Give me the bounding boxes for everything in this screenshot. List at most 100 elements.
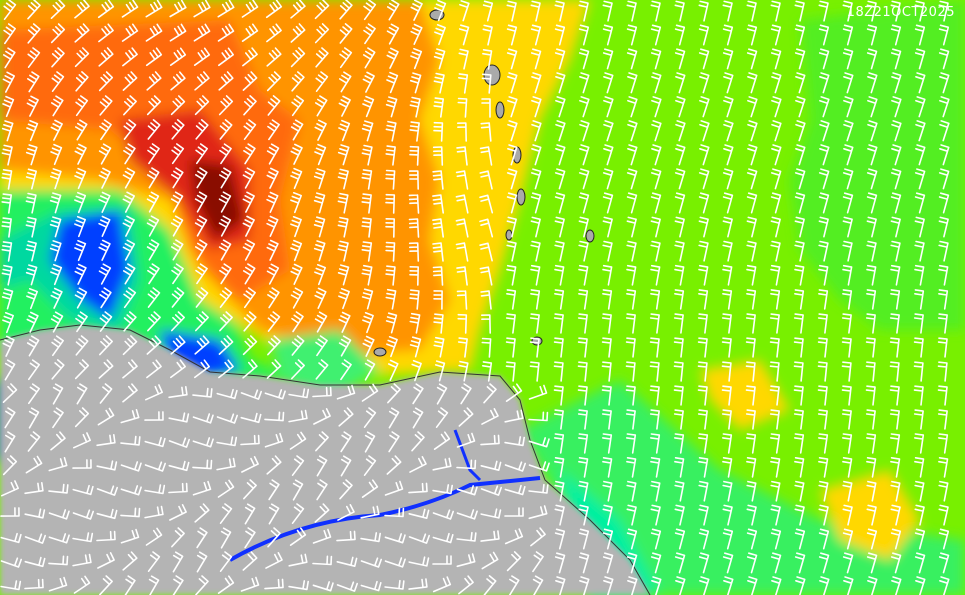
wind-barb	[480, 122, 492, 142]
wind-barb	[819, 576, 830, 595]
wind-barb	[168, 460, 190, 472]
wind-barb	[290, 239, 303, 262]
wind-barb	[674, 192, 686, 214]
wind-barb	[937, 337, 948, 358]
wind-barb	[938, 240, 949, 262]
wind-barb	[531, 120, 542, 142]
wind-barb	[914, 480, 925, 502]
wind-barb	[890, 552, 902, 574]
wind-barb	[25, 455, 43, 474]
wind-barb	[25, 144, 38, 166]
wind-barb	[937, 409, 948, 430]
wind-barb	[288, 409, 308, 423]
wind-barb	[386, 455, 402, 475]
wind-barb	[746, 48, 758, 70]
wind-barb	[578, 0, 589, 22]
wind-barb	[99, 383, 113, 404]
wind-barb	[651, 576, 662, 595]
wind-barb	[123, 311, 137, 332]
wind-barb	[914, 0, 925, 22]
wind-barb	[673, 385, 684, 406]
wind-barb	[2, 312, 14, 334]
wind-barb	[602, 216, 613, 238]
wind-barb	[25, 168, 37, 190]
wind-barb	[482, 361, 493, 382]
wind-barb	[818, 240, 829, 262]
wind-barb	[746, 457, 757, 478]
wind-barb	[889, 385, 900, 406]
wind-barb	[74, 47, 90, 68]
wind-barb	[26, 119, 39, 142]
wind-barb	[937, 361, 948, 382]
wind-barb	[336, 581, 358, 592]
wind-barb	[193, 47, 211, 66]
wind-barb	[890, 48, 902, 70]
wind-barb	[769, 409, 780, 430]
wind-barb	[122, 239, 136, 261]
wind-barb	[795, 96, 806, 118]
wind-barb	[385, 193, 396, 214]
wind-barb	[818, 552, 830, 574]
wind-barb	[554, 433, 565, 454]
wind-barb	[290, 216, 302, 238]
wind-barb	[843, 120, 854, 142]
wind-barb	[266, 71, 282, 92]
wind-barb	[51, 71, 65, 92]
wind-barb	[697, 313, 708, 334]
wind-barb	[123, 143, 136, 165]
wind-barb	[194, 335, 210, 355]
wind-barb	[819, 96, 830, 118]
wind-barb	[290, 119, 304, 141]
wind-barb	[456, 146, 468, 166]
wind-barb	[218, 71, 234, 91]
wind-barb	[554, 192, 566, 214]
wind-barb	[74, 143, 87, 165]
wind-barb	[842, 433, 853, 454]
wind-barb	[409, 312, 421, 334]
wind-barb	[147, 143, 160, 165]
wind-barb	[122, 47, 138, 67]
wind-barb	[316, 455, 328, 477]
wind-barb	[243, 479, 257, 500]
wind-barb	[890, 480, 901, 502]
wind-barb	[794, 552, 806, 574]
wind-barb	[146, 71, 162, 91]
wind-barb	[651, 144, 662, 166]
wind-barb	[264, 432, 284, 448]
wind-barb	[170, 359, 186, 379]
wind-barb	[697, 337, 708, 358]
wind-barb	[408, 508, 430, 519]
wind-barb	[675, 120, 686, 142]
wind-barb	[555, 576, 566, 595]
wind-barb	[698, 457, 709, 478]
wind-barb	[819, 72, 830, 94]
wind-barb	[385, 241, 396, 262]
wind-barb	[506, 216, 517, 238]
wind-barb	[50, 23, 66, 44]
wind-barb	[842, 504, 853, 526]
wind-barb	[386, 23, 400, 45]
wind-barb	[409, 336, 422, 358]
wind-barb	[193, 0, 211, 18]
wind-barb	[265, 0, 283, 19]
wind-barb	[456, 266, 468, 286]
wind-barb	[506, 168, 518, 190]
wind-barb	[530, 192, 542, 214]
wind-barb	[603, 72, 614, 94]
wind-barb	[460, 383, 472, 405]
wind-barb	[793, 361, 804, 382]
wind-barb	[48, 483, 69, 494]
wind-barb	[507, 144, 518, 166]
wind-barb	[456, 459, 477, 470]
wind-barb	[723, 96, 734, 118]
wind-barb	[528, 461, 550, 472]
wind-barb	[387, 383, 401, 404]
wind-barb	[361, 193, 372, 214]
wind-barb	[315, 431, 329, 452]
wind-barb	[122, 215, 135, 237]
wind-barb	[121, 23, 139, 42]
wind-barb	[72, 509, 94, 520]
wind-barb	[171, 167, 184, 189]
wind-barb	[456, 509, 478, 520]
wind-barb	[698, 0, 709, 22]
